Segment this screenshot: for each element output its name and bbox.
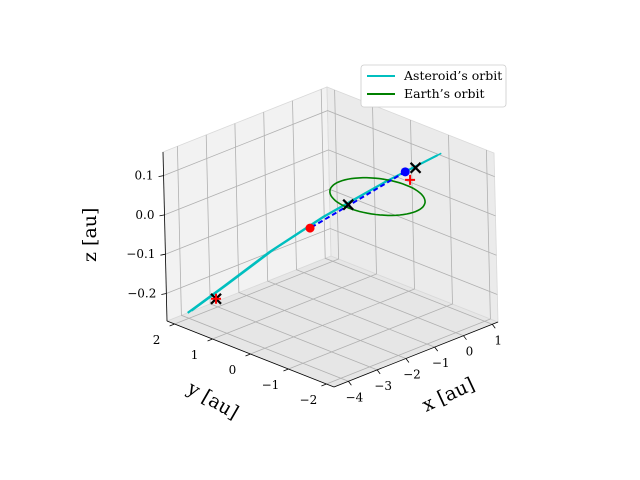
z-axis-label: z [au]: [79, 208, 101, 262]
x-axis-line: [333, 321, 499, 388]
axis-panes: [162, 86, 500, 388]
grid-lines: [163, 89, 498, 385]
blue-dot-marker: [400, 167, 410, 177]
x-tick: [376, 369, 381, 375]
x-grid-line: [234, 123, 407, 359]
x-tick-label: 0: [466, 345, 474, 359]
red-plus-marker: [405, 174, 416, 185]
y-tick-label: 1: [191, 348, 199, 362]
black-x-marker: [342, 198, 354, 211]
transfer-trajectory-line: [309, 170, 406, 229]
x-tick: [348, 381, 352, 386]
x-grid-line: [205, 134, 378, 371]
x-tick: [463, 335, 467, 340]
x-grid-line: [263, 112, 435, 348]
series-layer: [187, 152, 442, 314]
asteroid-orbit-line: [191, 152, 442, 312]
z-tick: [160, 253, 166, 256]
x-tick-label: −4: [346, 390, 364, 404]
z-grid-line: [164, 149, 496, 217]
y-grid-line: [174, 89, 340, 325]
y-tick: [245, 353, 251, 357]
y-tick: [283, 368, 289, 372]
markers-layer: [210, 162, 422, 305]
z-tick: [161, 293, 167, 295]
y-tick-label: 2: [153, 333, 161, 347]
z-tick-label: 0.0: [135, 208, 154, 222]
x-grid-line: [292, 100, 464, 337]
axes: −4 −3 −2 −1 0 1 2 1 0 −1 −2 0.1 0.0 −0.1 −0.2: [126, 151, 502, 407]
y-grid-line: [212, 104, 377, 340]
y-tick: [207, 338, 213, 342]
x-tick: [405, 358, 410, 363]
black-x-marker: [409, 162, 422, 174]
x-tick: [434, 346, 439, 352]
y-tick: [169, 323, 175, 327]
x-grid-line: [177, 146, 349, 382]
legend-frame: [360, 64, 507, 108]
z-tick: [158, 175, 164, 177]
red-dot-marker: [305, 223, 315, 233]
x-tick-label: 1: [494, 333, 502, 347]
y-grid-line: [326, 149, 491, 385]
z-tick-label: 0.1: [134, 169, 153, 183]
x-grid-line: [320, 89, 493, 325]
earth-orbit-line: [329, 176, 426, 217]
z-grid-line: [166, 228, 498, 295]
x-axis-label: x [au]: [419, 373, 478, 416]
legend: Asteroid’s orbit Earth’s orbit: [360, 64, 507, 108]
x-tick-label: −1: [432, 356, 450, 370]
legend-label-asteroid: Asteroid’s orbit: [403, 68, 502, 83]
y-tick-label: 0: [229, 363, 237, 377]
x-tick-label: −2: [403, 367, 421, 381]
x-tick-label: −3: [374, 379, 392, 393]
z-tick: [159, 214, 165, 217]
y-tick-label: −1: [262, 378, 280, 392]
y-grid-line: [288, 134, 453, 370]
z-axis-line: [162, 151, 168, 322]
z-tick-label: −0.1: [126, 247, 155, 261]
z-grid-line: [165, 188, 497, 256]
x-tick: [491, 324, 496, 329]
legend-label-earth: Earth’s orbit: [404, 86, 485, 101]
z-tick-label: −0.2: [127, 286, 156, 300]
y-axis-label: y [au]: [183, 377, 243, 424]
y-tick-label: −2: [300, 393, 318, 407]
red-plus-marker: [211, 293, 222, 304]
y-grid-line: [250, 119, 415, 355]
y-tick: [321, 383, 327, 387]
